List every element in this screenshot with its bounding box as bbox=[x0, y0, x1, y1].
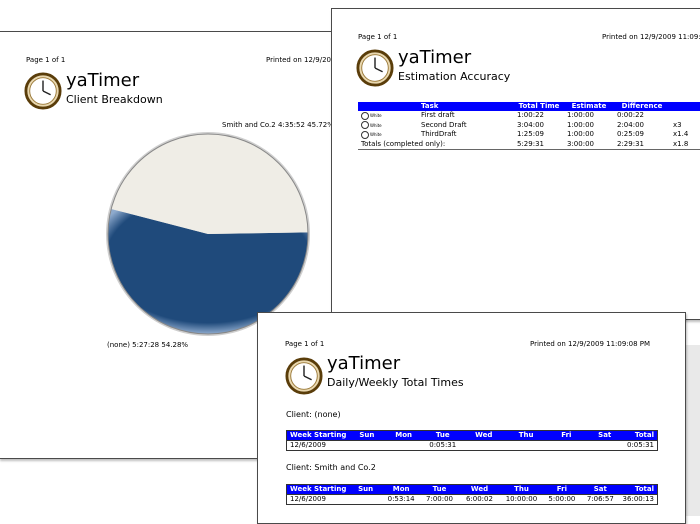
report-subtitle: Daily/Weekly Total Times bbox=[327, 376, 464, 389]
estimation-table: Task Total Time Estimate Difference Whit… bbox=[358, 102, 700, 150]
client-pie-chart bbox=[106, 132, 310, 336]
totals-row: Totals (completed only): 5:29:31 3:00:00… bbox=[361, 139, 689, 148]
page-label: Page 1 of 1 bbox=[358, 33, 398, 41]
table-header-row: Week Starting Sun Mon Tue Wed Thu Fri Sa… bbox=[286, 430, 658, 441]
table-header bbox=[670, 102, 700, 111]
task-radio[interactable] bbox=[361, 130, 369, 139]
background-strip bbox=[686, 345, 700, 516]
table-header-row: Week Starting Sun Mon Tue Wed Thu Fri Sa… bbox=[286, 484, 658, 495]
pie-label-smith: Smith and Co.2 4:35:52 45.72% bbox=[222, 121, 334, 129]
table-row: White ThirdDraft 1:25:09 1:00:00 0:25:09… bbox=[358, 130, 700, 140]
table-row: 12/6/2009 0:05:31 0:05:31 bbox=[286, 440, 658, 451]
task-radio[interactable] bbox=[361, 121, 369, 129]
brand-title: yaTimer bbox=[66, 70, 140, 91]
brand-title: yaTimer bbox=[398, 47, 472, 68]
page-label: Page 1 of 1 bbox=[285, 340, 325, 348]
printed-on: Printed on 12/9/2009 11:09:08 PM bbox=[530, 340, 651, 348]
task-radio[interactable] bbox=[361, 111, 369, 120]
client-breakdown-page: Page 1 of 1 Printed on 12/9/2009 11:09:0… bbox=[0, 31, 341, 459]
clock-logo-icon bbox=[285, 357, 323, 395]
pie-slice-smith bbox=[111, 134, 308, 234]
report-subtitle: Client Breakdown bbox=[66, 93, 163, 106]
weekly-table-none: Week Starting Sun Mon Tue Wed Thu Fri Sa… bbox=[286, 430, 658, 451]
daily-weekly-page: Page 1 of 1 Printed on 12/9/2009 11:09:0… bbox=[257, 312, 686, 524]
clock-logo-icon bbox=[24, 72, 62, 110]
table-header: Total Time bbox=[514, 102, 564, 111]
table-header: Difference bbox=[614, 102, 670, 111]
table-header: Task bbox=[418, 102, 514, 111]
pie-label-none: (none) 5:27:28 54.28% bbox=[107, 341, 189, 349]
table-row: 12/6/2009 0:53:14 7:00:00 6:00:02 10:00:… bbox=[286, 494, 658, 505]
pie-slice-none bbox=[107, 208, 308, 334]
printed-on: Printed on 12/9/2009 11:09:08 PM bbox=[602, 33, 700, 41]
table-row: White First draft 1:00:22 1:00:00 0:00:2… bbox=[358, 111, 700, 121]
weekly-table-smith: Week Starting Sun Mon Tue Wed Thu Fri Sa… bbox=[286, 484, 658, 505]
printed-on: Printed on 12/9/2009 11:09:08 PM bbox=[266, 56, 340, 64]
estimation-accuracy-page: Page 1 of 1 Printed on 12/9/2009 11:09:0… bbox=[331, 8, 700, 320]
clock-logo-icon bbox=[356, 49, 394, 87]
brand-title: yaTimer bbox=[327, 353, 401, 374]
page-label: Page 1 of 1 bbox=[26, 56, 66, 64]
report-subtitle: Estimation Accuracy bbox=[398, 70, 511, 83]
table-header-row: Task Total Time Estimate Difference bbox=[358, 102, 700, 111]
client-label-smith: Client: Smith and Co.2 bbox=[286, 463, 376, 472]
client-label-none: Client: (none) bbox=[286, 410, 341, 419]
table-row: White Second Draft 3:04:00 1:00:00 2:04:… bbox=[358, 121, 700, 131]
table-header bbox=[358, 102, 418, 111]
table-header: Estimate bbox=[564, 102, 614, 111]
